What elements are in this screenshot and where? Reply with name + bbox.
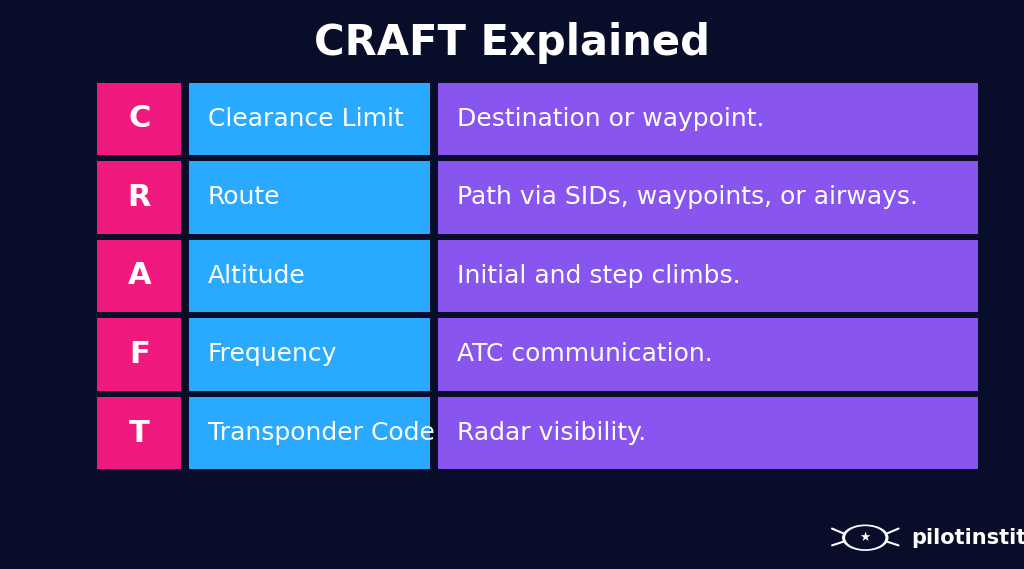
Text: Altitude: Altitude xyxy=(208,264,305,288)
FancyBboxPatch shape xyxy=(97,83,181,155)
FancyBboxPatch shape xyxy=(189,318,430,391)
FancyBboxPatch shape xyxy=(189,83,430,155)
Text: Destination or waypoint.: Destination or waypoint. xyxy=(457,107,764,131)
FancyBboxPatch shape xyxy=(97,397,181,469)
Text: CRAFT Explained: CRAFT Explained xyxy=(314,22,710,64)
Text: Clearance Limit: Clearance Limit xyxy=(208,107,403,131)
FancyBboxPatch shape xyxy=(189,240,430,312)
FancyBboxPatch shape xyxy=(438,161,978,234)
FancyBboxPatch shape xyxy=(189,397,430,469)
Text: ★: ★ xyxy=(860,531,870,544)
FancyBboxPatch shape xyxy=(438,83,978,155)
Text: F: F xyxy=(129,340,150,369)
Circle shape xyxy=(846,527,885,549)
FancyBboxPatch shape xyxy=(97,318,181,391)
Text: Route: Route xyxy=(208,185,281,209)
Text: R: R xyxy=(128,183,151,212)
Text: C: C xyxy=(128,105,151,133)
Text: Transponder Code: Transponder Code xyxy=(208,421,435,445)
FancyBboxPatch shape xyxy=(438,397,978,469)
Text: Frequency: Frequency xyxy=(208,343,337,366)
Text: Initial and step climbs.: Initial and step climbs. xyxy=(457,264,740,288)
Text: A: A xyxy=(127,262,152,290)
Text: pilotinstitute: pilotinstitute xyxy=(911,527,1024,548)
Text: Path via SIDs, waypoints, or airways.: Path via SIDs, waypoints, or airways. xyxy=(457,185,918,209)
FancyBboxPatch shape xyxy=(97,161,181,234)
Text: Radar visibility.: Radar visibility. xyxy=(457,421,646,445)
Text: ATC communication.: ATC communication. xyxy=(457,343,713,366)
FancyBboxPatch shape xyxy=(97,240,181,312)
Circle shape xyxy=(843,525,888,550)
FancyBboxPatch shape xyxy=(438,240,978,312)
Text: T: T xyxy=(129,419,150,447)
FancyBboxPatch shape xyxy=(438,318,978,391)
FancyBboxPatch shape xyxy=(189,161,430,234)
